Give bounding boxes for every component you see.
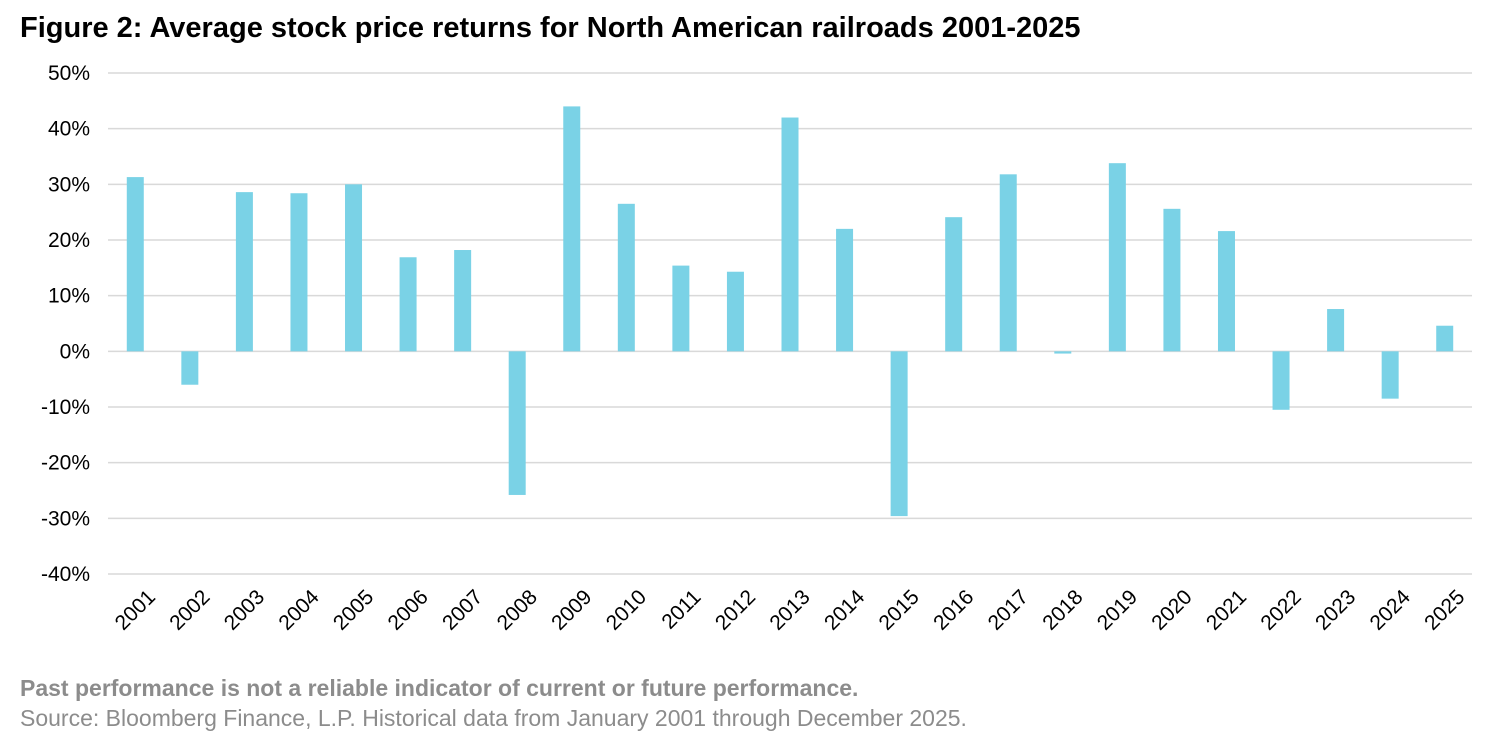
bar <box>1381 351 1399 399</box>
bar <box>890 351 908 517</box>
bars <box>126 106 1454 517</box>
x-tick-label: 2010 <box>602 585 651 634</box>
y-tick-label: 10% <box>48 285 90 308</box>
y-tick-label: 20% <box>48 229 90 252</box>
x-tick-label: 2020 <box>1147 585 1196 634</box>
bar <box>235 192 253 352</box>
x-tick-label: 2014 <box>820 585 870 635</box>
x-tick-label: 2001 <box>111 585 160 634</box>
x-tick-label: 2015 <box>875 585 924 634</box>
x-tick-label: 2004 <box>274 585 324 635</box>
bar <box>1436 325 1454 352</box>
bar <box>1272 351 1290 410</box>
bar <box>399 257 417 352</box>
x-tick-label: 2005 <box>329 585 378 634</box>
y-tick-label: 50% <box>48 62 90 85</box>
chart-title: Figure 2: Average stock price returns fo… <box>20 12 1081 44</box>
bar <box>999 174 1017 352</box>
y-tick-label: -10% <box>41 396 90 419</box>
x-tick-label: 2022 <box>1256 585 1305 634</box>
bar <box>508 351 526 495</box>
bar <box>454 250 472 352</box>
x-axis-tick-labels: 2001 2002 2003 2004 2005 2006 2007 2008 2009 2010… <box>111 585 1470 635</box>
x-tick-label: 2006 <box>384 585 433 634</box>
x-tick-label: 2008 <box>493 585 542 634</box>
x-tick-label: 2023 <box>1311 585 1360 634</box>
bar <box>563 106 581 352</box>
x-tick-label: 2003 <box>220 585 269 634</box>
source-note: Source: Bloomberg Finance, L.P. Historic… <box>20 705 967 731</box>
bar <box>726 271 744 352</box>
y-tick-label: -20% <box>41 452 90 475</box>
x-tick-label: 2002 <box>165 585 214 634</box>
x-tick-label: 2018 <box>1038 585 1087 634</box>
x-tick-label: 2013 <box>765 585 814 634</box>
disclaimer-note: Past performance is not a reliable indic… <box>20 675 859 701</box>
bar <box>1108 163 1126 352</box>
x-tick-label: 2017 <box>984 585 1033 634</box>
bar <box>672 265 690 352</box>
bar <box>1163 208 1181 352</box>
bar <box>290 193 308 352</box>
x-tick-label: 2012 <box>711 585 760 634</box>
bar <box>617 203 635 352</box>
bar <box>345 184 363 352</box>
bar <box>781 117 799 352</box>
bar <box>1327 309 1345 352</box>
bar <box>126 177 144 352</box>
y-axis-tick-labels: 50% 40% 30% 20% 10% 0% -10% -20% -30% -40% <box>41 62 90 586</box>
x-tick-label: 2011 <box>657 585 705 633</box>
x-tick-label: 2021 <box>1202 585 1251 634</box>
x-tick-label: 2016 <box>929 585 978 634</box>
x-tick-label: 2025 <box>1420 585 1469 634</box>
x-tick-label: 2019 <box>1093 585 1142 634</box>
y-tick-label: 0% <box>60 340 90 363</box>
y-tick-label: 30% <box>48 173 90 196</box>
y-tick-label: 40% <box>48 118 90 141</box>
bar <box>836 228 854 352</box>
x-tick-label: 2009 <box>547 585 596 634</box>
x-tick-label: 2007 <box>438 585 487 634</box>
x-tick-label: 2024 <box>1366 585 1416 635</box>
bar <box>1217 231 1235 352</box>
bar <box>181 351 199 385</box>
bar-chart: 50%40%30%20%10%0%-10%-20%-30%-40% 2001 20… <box>41 62 1472 635</box>
bar <box>945 217 963 352</box>
y-tick-label: -30% <box>41 507 90 530</box>
y-tick-label: -40% <box>41 563 90 586</box>
bar <box>1054 351 1072 354</box>
